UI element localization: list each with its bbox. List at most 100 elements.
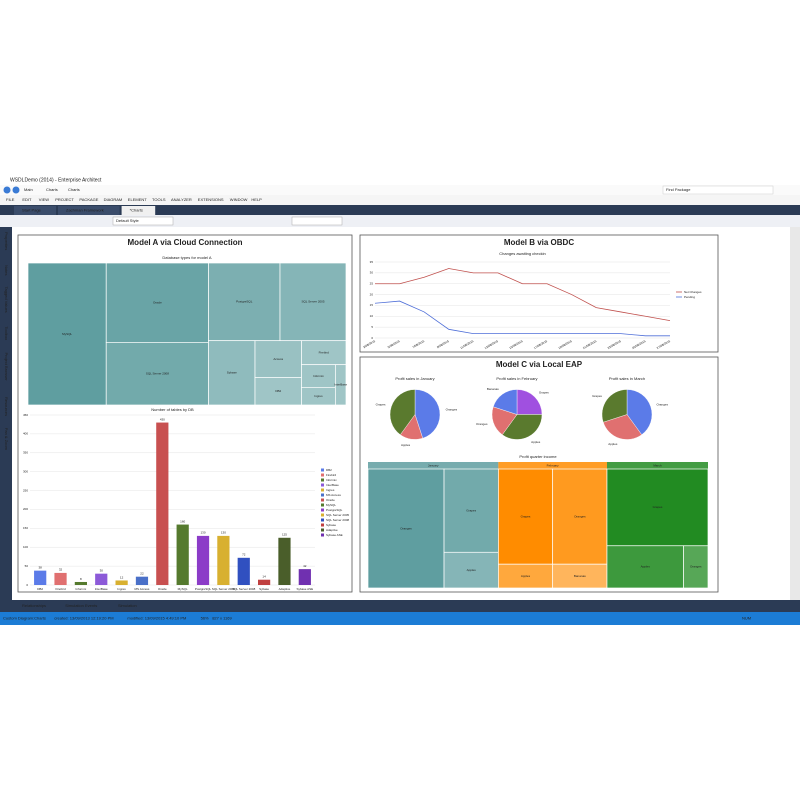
legend-swatch <box>321 528 324 532</box>
panel-title: Model A via Cloud Connection <box>128 238 243 247</box>
bar <box>258 579 271 585</box>
bar <box>115 580 128 585</box>
tab[interactable] <box>58 206 120 215</box>
x-tick-label: Ingres <box>117 587 126 591</box>
bottom-tab[interactable]: Simulation <box>118 603 137 608</box>
toolbar-input[interactable] <box>291 216 343 226</box>
value-label: 8 <box>80 577 82 581</box>
x-tick-label: 9/08/2015 <box>436 339 450 349</box>
menu-item[interactable]: FILE <box>6 197 15 202</box>
bar <box>34 570 47 585</box>
legend-swatch <box>321 513 324 517</box>
cell-label: InterBase <box>334 383 347 387</box>
x-tick-label: 7/08/2015 <box>411 339 425 349</box>
tab[interactable] <box>121 206 156 215</box>
bottom-tabs <box>0 600 800 612</box>
menu-item[interactable]: WINDOW <box>230 197 248 202</box>
y-tick-label: 250 <box>23 488 28 492</box>
breadcrumb[interactable]: Charts <box>46 187 58 192</box>
sidebar <box>0 227 12 600</box>
treemap-cell <box>105 342 209 406</box>
y-tick-label: 300 <box>23 469 28 473</box>
value-label: 42 <box>303 564 307 568</box>
sidebar-tab[interactable]: Resources <box>4 397 9 416</box>
cell-label: Apples <box>641 565 651 569</box>
breadcrumb[interactable]: Charts <box>68 187 80 192</box>
chart-title: Profit sales in March <box>609 376 645 381</box>
style-select[interactable] <box>112 216 174 226</box>
slice-label: Apples <box>608 442 618 446</box>
y-tick-label: 5 <box>371 325 373 329</box>
legend-swatch <box>321 488 324 492</box>
menu-item[interactable]: VIEW <box>39 197 49 202</box>
menu-item[interactable]: PACKAGE <box>79 197 98 202</box>
bar <box>176 524 189 585</box>
x-tick-label: 27/08/2015 <box>656 339 671 350</box>
group-label: February <box>547 463 560 467</box>
menu-item[interactable]: HELP <box>251 197 262 202</box>
slice-label: Bananas <box>487 387 499 391</box>
slice-label: Grapes <box>592 394 602 398</box>
status-text: Custom Diagram:Charts <box>3 616 46 621</box>
breadcrumb[interactable]: Main <box>24 187 33 192</box>
menu-item[interactable]: EDIT <box>22 197 32 202</box>
value-label: 430 <box>160 417 165 421</box>
group-header <box>606 462 708 469</box>
y-tick-label: 0 <box>371 336 373 340</box>
style-value: Default Style <box>116 218 139 223</box>
x-tick-label: 23/08/2015 <box>607 339 622 350</box>
sidebar-tab[interactable]: Toolbox <box>4 326 9 340</box>
x-tick-label: DB2 <box>37 587 43 591</box>
x-tick-label: 19/08/2015 <box>558 339 573 350</box>
search-box[interactable] <box>662 185 774 195</box>
chart-title: Changes awaiting checkin <box>499 251 545 256</box>
tab[interactable] <box>14 206 56 215</box>
pie-slice <box>502 414 543 440</box>
status-text: created: 13/09/2013 12:19:20 PM <box>54 616 113 621</box>
y-tick-label: 50 <box>25 564 29 568</box>
back-button[interactable] <box>3 186 11 194</box>
sidebar-tab[interactable]: Properties <box>4 232 9 250</box>
cell-label: Apples <box>467 568 477 572</box>
y-tick-label: 25 <box>370 282 374 286</box>
y-tick-label: 350 <box>23 451 28 455</box>
legend-swatch <box>321 473 324 477</box>
y-tick-label: 30 <box>370 271 374 275</box>
menu-item[interactable]: TOOLS <box>152 197 166 202</box>
sidebar-tab[interactable]: Project Browser <box>4 353 9 382</box>
bottom-tab[interactable]: Simulation Events <box>65 603 97 608</box>
menu-item[interactable]: ELEMENT <box>128 197 147 202</box>
x-tick-label: 3/08/2015 <box>362 339 376 349</box>
legend-label: SQL Server 2005 <box>326 513 349 517</box>
bottom-tab[interactable]: Relationships <box>22 603 46 608</box>
sidebar-tab[interactable]: Notes <box>4 265 9 275</box>
panel-c <box>359 356 719 593</box>
cell-label: PostgreSQL <box>236 300 253 304</box>
menu-item[interactable]: DIAGRAM <box>104 197 123 202</box>
slice-label: Oranges <box>446 407 458 411</box>
menu-item[interactable]: EXTENSIONS <box>198 197 224 202</box>
x-tick-label: InterBase <box>95 587 108 591</box>
treemap-cell <box>683 545 709 589</box>
group-header <box>368 462 499 469</box>
cell-label: Grapes <box>653 505 663 509</box>
value-label: 30 <box>100 568 104 572</box>
pie-slice <box>414 389 441 439</box>
legend-label: Adaptive <box>326 528 338 532</box>
menu-item[interactable]: ANALYZER <box>171 197 192 202</box>
value-label: 12 <box>120 575 124 579</box>
bar <box>196 535 210 585</box>
panel-title: Model C via Local EAP <box>496 360 583 369</box>
y-tick-label: 10 <box>370 314 374 318</box>
scrollbar <box>790 227 800 600</box>
value-label: 125 <box>282 533 287 537</box>
cell-label: Oracle <box>153 300 162 304</box>
forward-button[interactable] <box>12 186 20 194</box>
bar <box>135 576 149 585</box>
sidebar-tab[interactable]: Pan & Zoom <box>4 428 9 451</box>
value-label: 160 <box>180 519 185 523</box>
menu-item[interactable]: PROJECT <box>55 197 74 202</box>
cell-label: DB2 <box>275 389 281 393</box>
status-text: 56% <box>201 616 209 621</box>
sidebar-tab[interactable]: Tagged Values <box>4 287 9 313</box>
